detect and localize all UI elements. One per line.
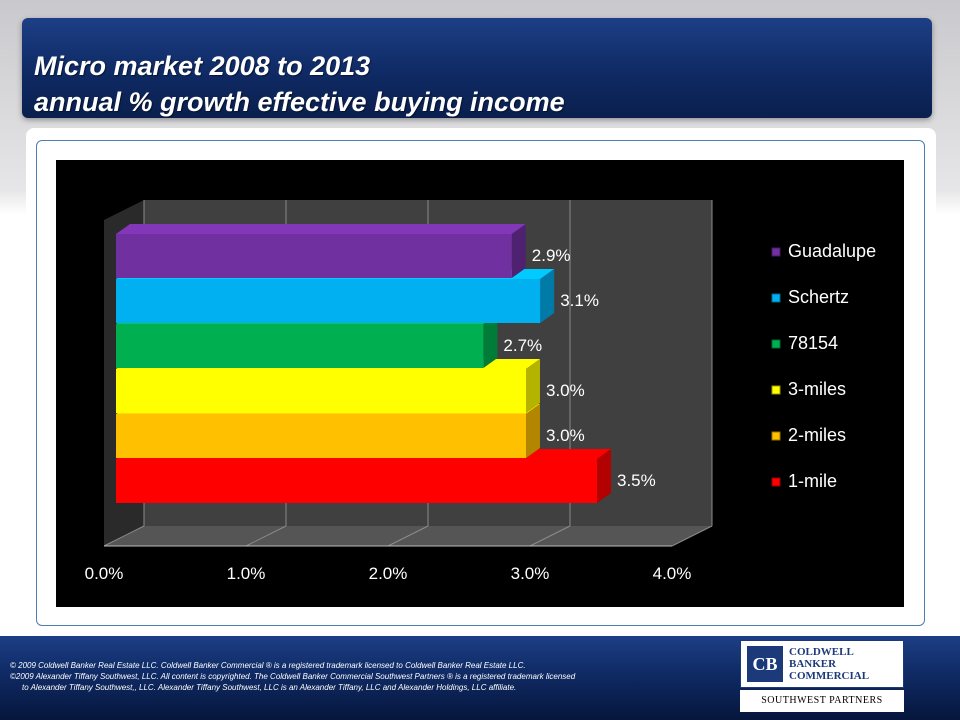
logo-subtitle: SOUTHWEST PARTNERS xyxy=(740,690,904,712)
bar-Guadalupe xyxy=(116,234,512,278)
bar-top-Guadalupe xyxy=(116,224,526,234)
slide-title-line2: annual % growth effective buying income xyxy=(34,87,565,117)
data-label: 3.1% xyxy=(560,291,599,310)
gridline-floor xyxy=(245,525,287,547)
legend-swatch xyxy=(771,339,781,349)
gridline-floor xyxy=(103,525,145,547)
data-label: 3.0% xyxy=(546,426,585,445)
data-label: 3.0% xyxy=(546,381,585,400)
bar-3-miles xyxy=(116,369,526,413)
gridline-floor xyxy=(529,525,571,547)
bar-1-mile xyxy=(116,459,597,503)
copyright-line3: to Alexander Tiffany Southwest,, LLC. Al… xyxy=(22,683,517,692)
legend-label: 2-miles xyxy=(788,425,846,445)
legend-label: Guadalupe xyxy=(788,241,876,261)
bar-end-78154 xyxy=(483,314,498,368)
content-frame xyxy=(36,140,925,626)
data-label: 2.9% xyxy=(532,246,571,265)
bar-78154 xyxy=(116,324,484,368)
legend-swatch xyxy=(771,385,781,395)
bar-end-Schertz xyxy=(540,269,555,323)
logo-word-banker: BANKER xyxy=(789,658,837,670)
copyright-line2: ©2009 Alexander Tiffany Southwest, LLC. … xyxy=(10,672,576,681)
gridline-floor xyxy=(387,525,429,547)
chart-svg: 0.0% 1.0% 2.0% 3.0% 4.0% 3.5% 3.0% 3.0% 2.7% 3.1%… xyxy=(85,200,876,583)
bar-2-miles xyxy=(116,414,526,458)
cb-logo-icon: CB xyxy=(747,646,783,682)
bar-end-Guadalupe xyxy=(511,224,526,278)
x-tick-label: 0.0% xyxy=(85,564,124,583)
legend-label: Schertz xyxy=(788,287,849,307)
bar-end-1-mile xyxy=(597,449,611,503)
bar-end-2-miles xyxy=(526,404,540,458)
bar-end-3-miles xyxy=(526,359,540,413)
legend-label: 78154 xyxy=(788,333,838,353)
x-tick-label: 3.0% xyxy=(511,564,550,583)
legend-label: 3-miles xyxy=(788,379,846,399)
company-logo: CB COLDWELL BANKER COMMERCIAL xyxy=(740,640,904,688)
x-tick-label: 1.0% xyxy=(227,564,266,583)
copyright-line1: © 2009 Coldwell Banker Real Estate LLC. … xyxy=(10,661,526,670)
legend-swatch xyxy=(771,293,781,303)
x-tick-label: 4.0% xyxy=(653,564,692,583)
logo-word-commercial: COMMERCIAL xyxy=(789,670,870,682)
data-label: 3.5% xyxy=(617,471,656,490)
gridline-floor xyxy=(671,525,713,547)
bar-Schertz xyxy=(116,279,541,323)
bar-chart: 0.0% 1.0% 2.0% 3.0% 4.0% 3.5% 3.0% 3.0% 2.7% 3.1%… xyxy=(56,160,904,607)
copyright-text: © 2009 Coldwell Banker Real Estate LLC. … xyxy=(10,660,730,693)
legend-swatch xyxy=(771,431,781,441)
title-banner: Micro market 2008 to 2013 annual % growt… xyxy=(22,18,932,118)
slide-title-line1: Micro market 2008 to 2013 xyxy=(34,51,371,81)
legend-label: 1-mile xyxy=(788,471,837,491)
data-label: 2.7% xyxy=(503,336,542,355)
legend-swatch xyxy=(771,247,781,257)
legend-swatch xyxy=(771,477,781,487)
logo-word-coldwell: COLDWELL xyxy=(789,646,854,658)
logo-wordmark: COLDWELL BANKER COMMERCIAL xyxy=(789,646,869,682)
x-tick-label: 2.0% xyxy=(369,564,408,583)
